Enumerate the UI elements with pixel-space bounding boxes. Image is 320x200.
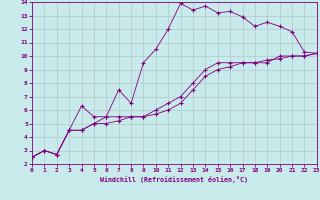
X-axis label: Windchill (Refroidissement éolien,°C): Windchill (Refroidissement éolien,°C)	[100, 176, 248, 183]
